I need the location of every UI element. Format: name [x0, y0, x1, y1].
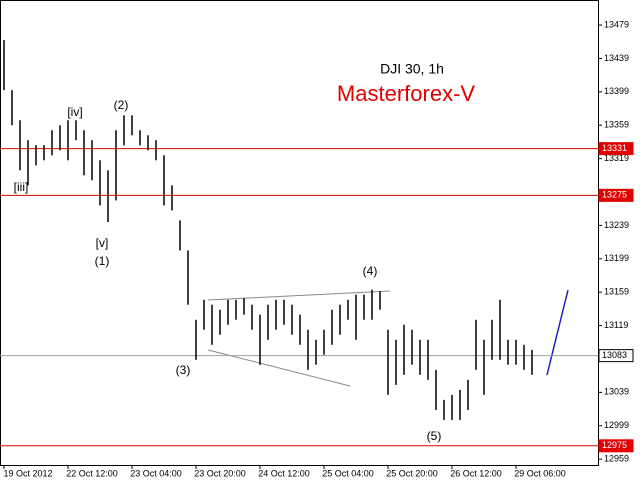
- x-tick-label: 26 Oct 12:00: [450, 468, 502, 478]
- y-tick-label: 13319: [604, 153, 629, 163]
- level-label-box: [598, 439, 634, 453]
- level-label-box: [598, 142, 634, 156]
- level-label: 13331: [602, 143, 627, 153]
- x-tick-label: 23 Oct 04:00: [130, 468, 182, 478]
- y-tick-label: 13159: [604, 287, 629, 297]
- y-tick-label: 13439: [604, 53, 629, 63]
- trend-line: [207, 290, 391, 301]
- level-label: 13083: [602, 350, 627, 360]
- y-tick-label: 13479: [604, 19, 629, 29]
- wave-label: (4): [363, 264, 378, 278]
- wave-label: (1): [95, 254, 110, 268]
- level-label: 13275: [602, 190, 627, 200]
- projection-line: [546, 289, 569, 376]
- y-tick-label: 13239: [604, 220, 629, 230]
- wave-label: (5): [427, 429, 442, 443]
- x-tick-label: 19 Oct 2012: [3, 468, 52, 478]
- y-tick-label: 13359: [604, 120, 629, 130]
- y-tick-label: 13039: [604, 387, 629, 397]
- x-tick-label: 29 Oct 06:00: [514, 468, 566, 478]
- level-label-box: [598, 349, 634, 363]
- wave-label: [iv]: [67, 105, 82, 119]
- level-label: 12975: [602, 440, 627, 450]
- chart-subtitle: Masterforex-V: [337, 81, 475, 106]
- y-tick-label: 12959: [604, 454, 629, 464]
- level-label-box: [598, 188, 634, 202]
- y-tick-label: 12999: [604, 420, 629, 430]
- x-tick-label: 25 Oct 04:00: [322, 468, 374, 478]
- wave-label: (2): [114, 98, 129, 112]
- chart-title: DJI 30, 1h: [380, 61, 444, 77]
- y-tick-label: 13199: [604, 253, 629, 263]
- wave-label: [iii]: [14, 180, 29, 194]
- x-tick-label: 23 Oct 20:00: [194, 468, 246, 478]
- x-tick-label: 22 Oct 12:00: [66, 468, 118, 478]
- y-tick-label: 13399: [604, 86, 629, 96]
- wave-label: (3): [176, 363, 191, 377]
- y-tick-label: 13119: [604, 320, 628, 330]
- wave-label: [v]: [96, 236, 109, 250]
- plot-frame: [0, 0, 599, 466]
- x-tick-label: 24 Oct 12:00: [258, 468, 310, 478]
- x-tick-label: 25 Oct 20:00: [386, 468, 438, 478]
